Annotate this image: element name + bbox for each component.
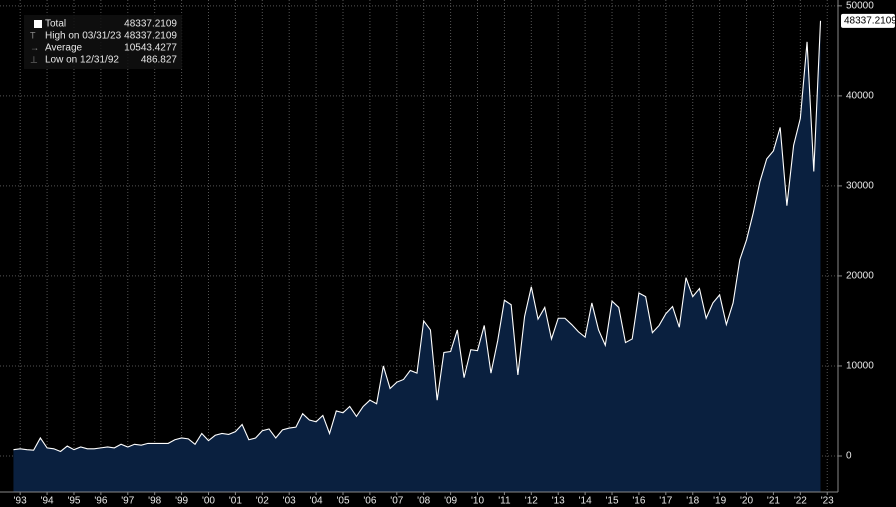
x-tick-label: '03 (283, 496, 296, 507)
x-tick-label: '20 (740, 496, 753, 507)
x-tick-label: '21 (767, 496, 780, 507)
x-tick-label: '10 (471, 496, 484, 507)
last-value-label: 48337.2109 (844, 15, 896, 26)
x-tick-label: '95 (67, 496, 80, 507)
legend-value: 48337.2109 (124, 19, 177, 30)
y-tick-label: 40000 (846, 91, 874, 102)
x-tick-label: '09 (444, 496, 457, 507)
line (13, 20, 822, 453)
legend-label: High on 03/31/23 (45, 31, 122, 42)
legend-value: 10543.4277 (124, 43, 177, 54)
x-tick-label: '94 (41, 496, 54, 507)
x-tick-label: '06 (363, 496, 376, 507)
x-tick-label: '22 (794, 496, 807, 507)
x-tick-label: '00 (202, 496, 215, 507)
last-value-tag (841, 13, 895, 28)
y-tick-label: 50000 (846, 0, 874, 11)
x-tick-label: '19 (713, 496, 726, 507)
x-tick-label: '04 (310, 496, 323, 507)
legend-value: 48337.2109 (124, 31, 177, 42)
x-tick-label: '12 (525, 496, 538, 507)
x-tick-label: '23 (821, 496, 834, 507)
area (13, 20, 821, 492)
x-tick-label: '16 (632, 496, 645, 507)
x-tick-label: '18 (686, 496, 699, 507)
y-tick-label: 0 (846, 451, 852, 462)
x-tick-label: '05 (336, 496, 349, 507)
x-tick-label: '07 (390, 496, 403, 507)
y-tick-label: 20000 (846, 271, 874, 282)
legend-value: 486.827 (141, 55, 178, 66)
x-tick-label: '14 (579, 496, 592, 507)
plot-area (0, 0, 838, 492)
x-tick-label: '11 (498, 496, 511, 507)
x-tick-label: '96 (94, 496, 107, 507)
x-tick-label: '97 (121, 496, 134, 507)
y-tick-label: 10000 (846, 361, 874, 372)
legend-icon: → (30, 42, 39, 52)
legend-icon: ⊥ (30, 54, 38, 64)
legend-label: Low on 12/31/92 (45, 55, 119, 66)
x-tick-label: '15 (605, 496, 618, 507)
y-tick-label: 30000 (846, 181, 874, 192)
x-tick-label: '08 (417, 496, 430, 507)
legend-icon: T (30, 30, 36, 40)
x-tick-label: '13 (552, 496, 565, 507)
x-tick-label: '17 (659, 496, 672, 507)
x-tick-label: '01 (229, 496, 242, 507)
x-tick-label: '93 (14, 496, 27, 507)
legend-box (24, 15, 182, 69)
legend-swatch (34, 20, 42, 28)
x-tick-label: '98 (148, 496, 161, 507)
legend-label: Total (45, 19, 66, 30)
x-tick-label: '99 (175, 496, 188, 507)
x-tick-label: '02 (256, 496, 269, 507)
legend-label: Average (45, 43, 83, 54)
